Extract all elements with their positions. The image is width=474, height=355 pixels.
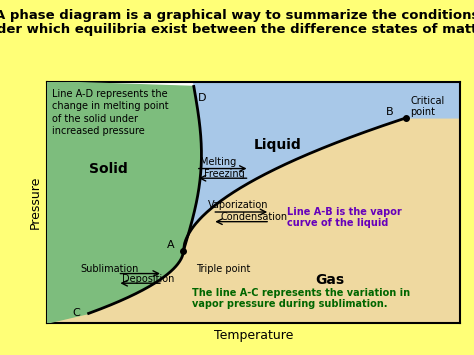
Text: Liquid: Liquid bbox=[254, 138, 301, 152]
Text: Gas: Gas bbox=[316, 273, 345, 288]
Text: Line A-B is the vapor
curve of the liquid: Line A-B is the vapor curve of the liqui… bbox=[287, 207, 401, 229]
Text: Triple point: Triple point bbox=[196, 264, 250, 274]
Text: Freezing: Freezing bbox=[204, 169, 245, 179]
Text: Line A-D represents the
change in melting point
of the solid under
increased pre: Line A-D represents the change in meltin… bbox=[52, 89, 168, 136]
Text: under which equilibria exist between the difference states of matter.: under which equilibria exist between the… bbox=[0, 23, 474, 36]
Text: A phase diagram is a graphical way to summarize the conditions: A phase diagram is a graphical way to su… bbox=[0, 9, 474, 22]
Text: B: B bbox=[385, 108, 393, 118]
Polygon shape bbox=[183, 82, 460, 251]
Polygon shape bbox=[47, 251, 183, 323]
Y-axis label: Pressure: Pressure bbox=[29, 176, 42, 229]
Text: Critical
point: Critical point bbox=[410, 96, 445, 118]
Text: The line A-C represents the variation in
vapor pressure during sublimation.: The line A-C represents the variation in… bbox=[191, 288, 410, 309]
Text: Vaporization: Vaporization bbox=[208, 200, 269, 211]
Text: D: D bbox=[198, 93, 206, 103]
Text: Melting: Melting bbox=[200, 157, 236, 167]
Polygon shape bbox=[47, 82, 201, 251]
Text: Sublimation: Sublimation bbox=[81, 264, 139, 274]
Polygon shape bbox=[47, 118, 460, 323]
X-axis label: Temperature: Temperature bbox=[214, 329, 293, 342]
Text: Deposition: Deposition bbox=[122, 274, 174, 284]
Text: C: C bbox=[72, 308, 80, 318]
Text: A: A bbox=[167, 240, 174, 250]
Text: Condensation: Condensation bbox=[220, 212, 288, 223]
Text: Solid: Solid bbox=[89, 162, 128, 176]
